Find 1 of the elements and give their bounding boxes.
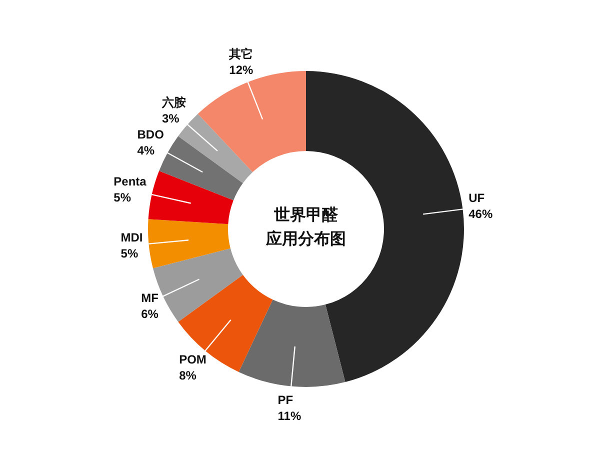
title: 世界甲醛应用分布图 [265, 206, 347, 250]
